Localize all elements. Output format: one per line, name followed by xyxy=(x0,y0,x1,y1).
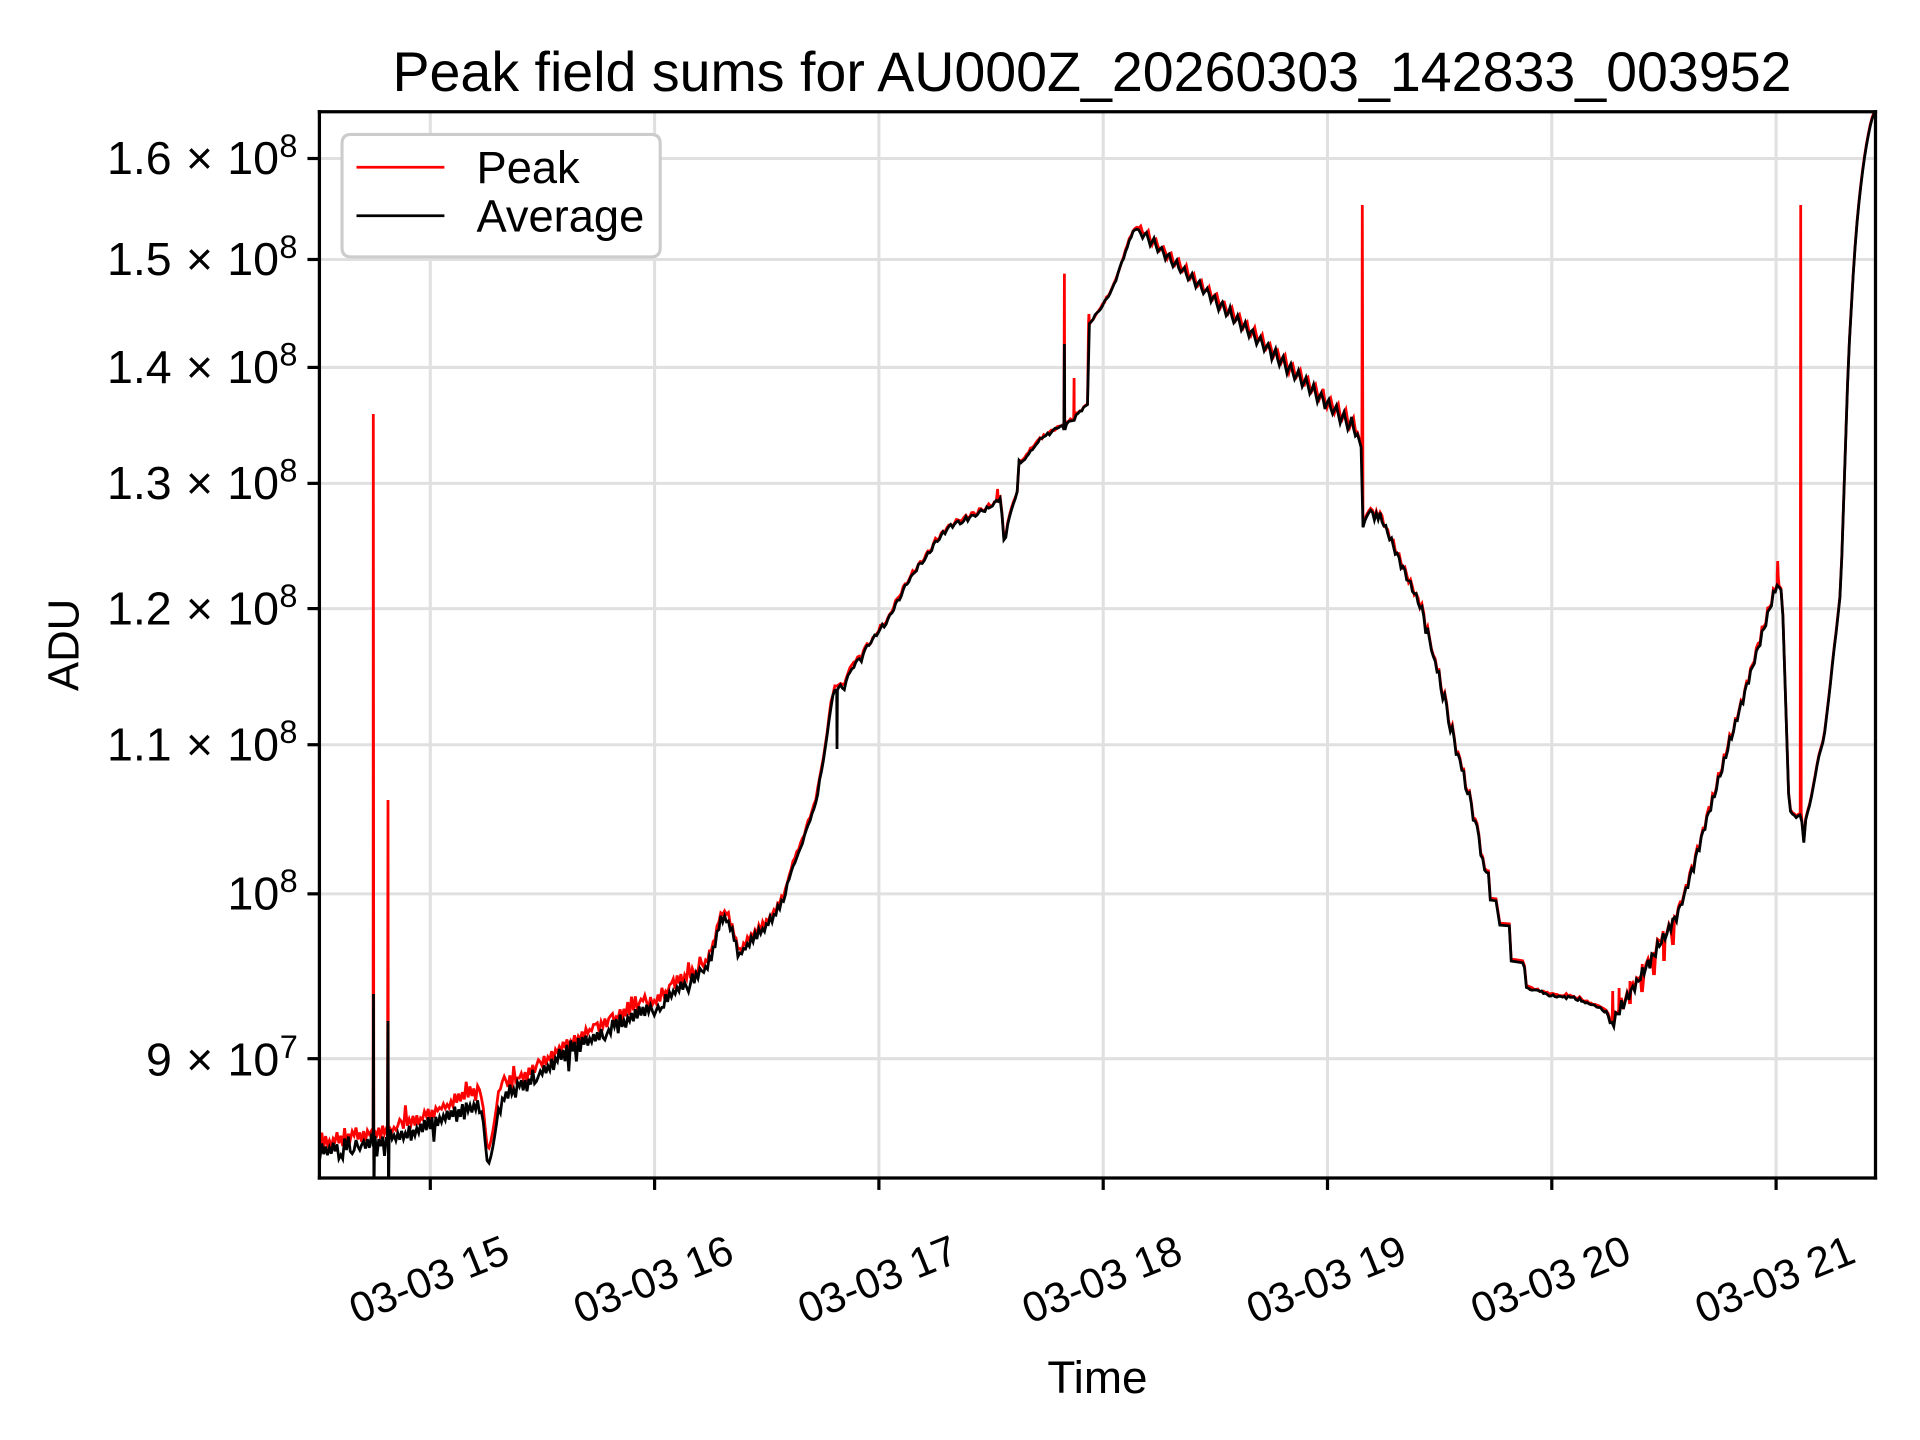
svg-text:9 × 1: 9 × 1 0 7 xyxy=(146,1029,298,1085)
svg-text:1 . 1: 1 . 1 × 1 0 8 xyxy=(107,714,298,770)
svg-text:ADU: ADU xyxy=(39,599,88,691)
svg-text:1 0 8: 1 0 8 xyxy=(227,863,297,919)
svg-text:Average: Average xyxy=(477,191,645,242)
svg-text:Time: Time xyxy=(1047,1352,1147,1403)
svg-text:1 . 5: 1 . 5 × 1 0 8 xyxy=(107,229,298,285)
svg-text:1 . 4: 1 . 4 × 1 0 8 xyxy=(107,337,298,393)
svg-text:Peak field sums for AU000Z_202: Peak field sums for AU000Z_20260303_1428… xyxy=(392,41,1791,103)
svg-text:1 . 3: 1 . 3 × 1 0 8 xyxy=(107,453,298,509)
svg-text:1 . 2: 1 . 2 × 1 0 8 xyxy=(107,578,298,634)
svg-text:Peak: Peak xyxy=(477,142,581,193)
svg-text:1 . 6: 1 . 6 × 1 0 8 xyxy=(107,128,298,184)
